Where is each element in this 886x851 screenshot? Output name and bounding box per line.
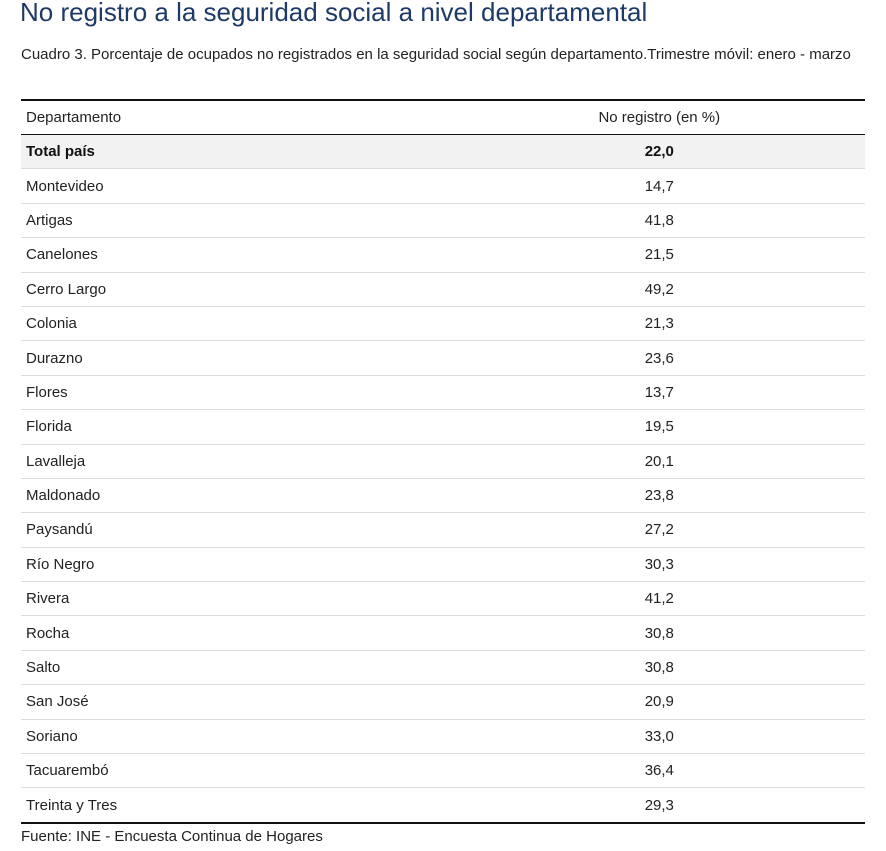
cell-departamento: Colonia [21,306,454,342]
header-no-registro: No registro (en %) [453,100,865,135]
cell-no-registro: 30,3 [453,547,865,583]
cell-no-registro: 27,2 [453,512,865,548]
table-row: Canelones 21,5 [21,237,865,273]
cell-departamento: Flores [21,375,454,411]
cell-departamento: San José [21,684,454,720]
cell-no-registro: 30,8 [453,650,865,686]
table-row: Treinta y Tres 29,3 [21,788,865,823]
table-row: Montevideo 14,7 [21,168,865,204]
table-row: Colonia 21,3 [21,306,865,342]
table-row-total: Total país 22,0 [21,134,865,170]
table-row: Tacuarembó 36,4 [21,753,865,789]
cell-departamento: Soriano [21,719,454,755]
table-row: Lavalleja 20,1 [21,444,865,479]
table-row: Río Negro 30,3 [21,547,865,583]
table-row: Salto 30,8 [21,650,865,686]
cell-no-registro: 20,9 [453,684,865,720]
cell-departamento: Maldonado [21,478,454,514]
cell-departamento: Rocha [21,615,454,651]
table-row: Rivera 41,2 [21,581,865,617]
table-row: Flores 13,7 [21,375,865,411]
cell-departamento: Tacuarembó [21,753,454,789]
table-row: Soriano 33,0 [21,719,865,755]
cell-no-registro: 21,3 [453,306,865,342]
cell-departamento: Paysandú [21,512,454,548]
cell-no-registro: 41,8 [453,203,865,239]
cell-departamento: Florida [21,409,454,445]
cell-no-registro: 49,2 [453,272,865,307]
cell-no-registro: 36,4 [453,753,865,789]
cell-departamento: Río Negro [21,547,454,583]
cell-departamento: Rivera [21,581,454,617]
table-body: Total país 22,0 Montevideo 14,7 Artigas 41,8 C… [21,134,865,823]
cell-departamento: Artigas [21,203,454,239]
header-row: Departamento No registro (en %) [21,100,865,135]
cell-no-registro: 22,0 [453,134,865,170]
table-row: Rocha 30,8 [21,615,865,651]
cell-no-registro: 33,0 [453,719,865,755]
cell-no-registro: 23,6 [453,340,865,376]
table-row: Durazno 23,6 [21,340,865,376]
cell-departamento: Cerro Largo [21,272,454,307]
table-row: Paysandú 27,2 [21,512,865,548]
source-note: Fuente: INE - Encuesta Continua de Hogar… [21,828,323,845]
cell-no-registro: 29,3 [644,796,674,814]
data-table-container: Departamento No registro (en %) Total pa… [21,99,865,824]
cell-departamento: Total país [21,134,454,170]
table-row: Artigas 41,8 [21,203,865,239]
cell-no-registro: 23,8 [453,478,865,514]
table-row: San José 20,9 [21,684,865,720]
page-title: No registro a la seguridad social a nive… [20,0,648,27]
cell-no-registro: 13,7 [453,375,865,411]
cell-no-registro: 14,7 [453,168,865,204]
cell-departamento: Lavalleja [21,444,454,479]
cell-departamento: Salto [21,650,454,686]
table-row: Cerro Largo 49,2 [21,272,865,307]
cell-departamento: Canelones [21,237,454,273]
cell-no-registro: 41,2 [453,581,865,617]
cell-no-registro: 30,8 [453,615,865,651]
table-header: Departamento No registro (en %) [21,100,865,135]
data-table: Departamento No registro (en %) Total pa… [21,99,865,824]
header-departamento: Departamento [21,100,454,135]
cell-departamento: Montevideo [21,168,454,204]
cell-no-registro: 21,5 [453,237,865,273]
cell-no-registro: 19,5 [453,409,865,445]
cell-departamento: Durazno [21,340,454,376]
cell-no-registro: 20,1 [453,444,865,479]
table-row: Maldonado 23,8 [21,478,865,514]
table-caption: Cuadro 3. Porcentaje de ocupados no regi… [21,46,851,63]
table-row: Florida 19,5 [21,409,865,445]
cell-departamento: Treinta y Tres [26,796,118,814]
